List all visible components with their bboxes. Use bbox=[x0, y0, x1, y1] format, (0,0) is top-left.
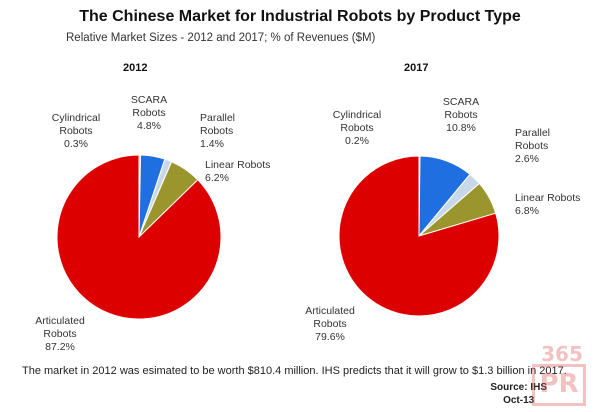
watermark-logo: 365 PR bbox=[532, 342, 592, 406]
pie-2017-label-parallel-robots: Parallel Robots 2.6% bbox=[515, 127, 550, 165]
pie-2012-label-articulated-robots: Articulated Robots 87.2% bbox=[35, 315, 85, 353]
watermark-text-bottom: PR bbox=[532, 364, 586, 406]
watermark-text-top: 365 bbox=[541, 342, 583, 366]
pie-2017-label-cylindrical-robots: Cylindrical Robots 0.2% bbox=[333, 109, 381, 147]
pie-2017-label-linear-robots: Linear Robots 6.8% bbox=[515, 192, 580, 217]
pie-2017-label-articulated-robots: Articulated Robots 79.6% bbox=[305, 305, 355, 343]
pie-2012-label-linear-robots: Linear Robots 6.2% bbox=[205, 159, 270, 184]
source-date: Oct-13 bbox=[503, 395, 535, 406]
chart-title: The Chinese Market for Industrial Robots… bbox=[79, 8, 521, 25]
pie-2017-label-scara-robots: SCARA Robots 10.8% bbox=[443, 96, 479, 134]
pie-2012-label-parallel-robots: Parallel Robots 1.4% bbox=[200, 112, 235, 150]
pie-2012-label-cylindrical-robots: Cylindrical Robots 0.3% bbox=[52, 112, 100, 150]
pie-2017-year-label: 2017 bbox=[404, 62, 429, 74]
chart-subtitle: Relative Market Sizes - 2012 and 2017; %… bbox=[66, 32, 376, 44]
market-note: The market in 2012 was esimated to be wo… bbox=[22, 365, 567, 377]
pie-2012-label-scara-robots: SCARA Robots 4.8% bbox=[131, 94, 167, 132]
pie-2012-slice-articulated-robots bbox=[56, 154, 222, 320]
source-text: Source: IHS bbox=[490, 382, 547, 393]
pie-2017-slice-articulated-robots bbox=[338, 155, 500, 317]
pie-2012-year-label: 2012 bbox=[123, 62, 148, 74]
source-credit: Source: IHS Oct-13 bbox=[490, 381, 547, 407]
